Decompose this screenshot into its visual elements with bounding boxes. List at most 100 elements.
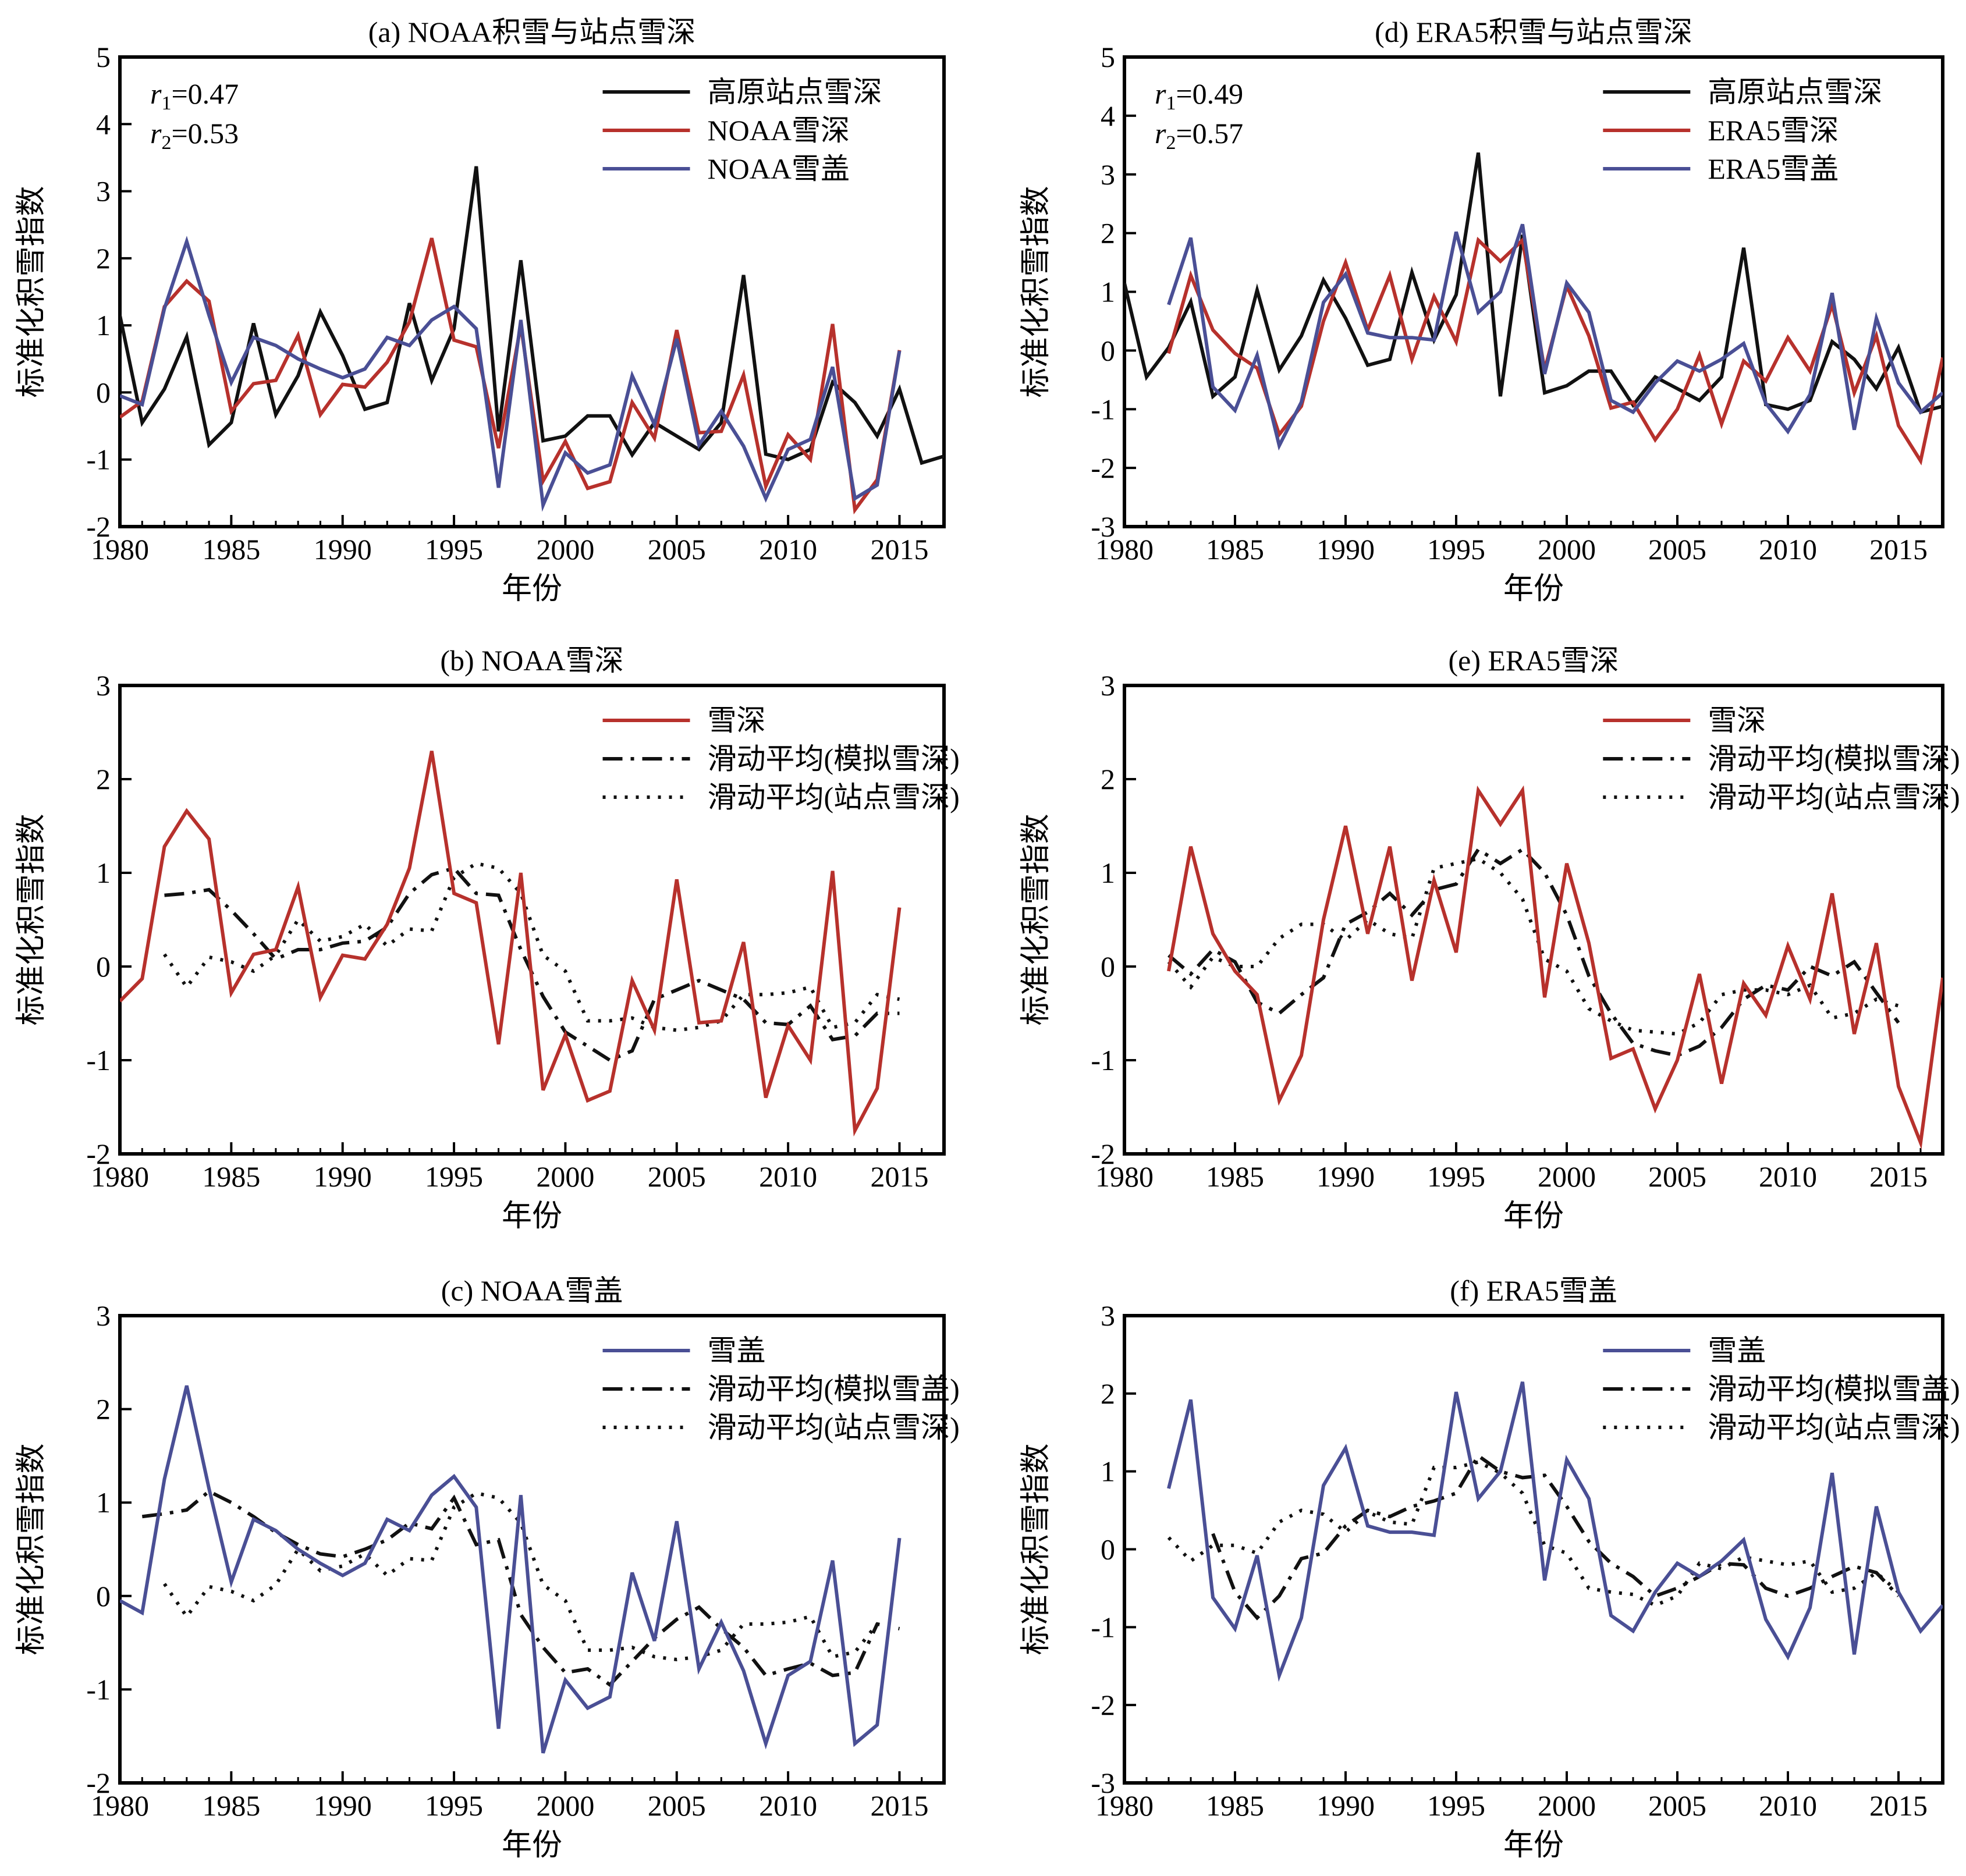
y-axis-label: 标准化积雪指数 — [1020, 813, 1053, 1025]
legend-label: 高原站点雪深 — [708, 76, 882, 108]
y-tick-label: 3 — [96, 175, 111, 208]
y-tick-label: 2 — [1101, 1377, 1115, 1410]
plot-frame — [118, 55, 946, 528]
y-tick-label: -1 — [86, 443, 111, 476]
x-tick-label: 1990 — [314, 1160, 372, 1193]
series-line-0 — [120, 751, 902, 1137]
plot-frame — [1123, 684, 1944, 1156]
series-line-0 — [1167, 1381, 1943, 1682]
panel-a: (a) NOAA积雪与站点雪深 1980 1985 1990 1995 2000 2005 2… — [15, 16, 946, 606]
x-tick-label: 1985 — [1206, 1160, 1264, 1193]
legend-label: 滑动平均(模拟雪深) — [1708, 742, 1960, 775]
y-tick-label: 1 — [96, 1486, 111, 1519]
x-tick-label: 2000 — [536, 1160, 594, 1193]
y-axis-label: 标准化积雪指数 — [15, 1443, 48, 1655]
y-tick-label: -2 — [86, 510, 111, 543]
y-tick-label: 0 — [96, 1580, 111, 1612]
y-axis-label: 标准化积雪指数 — [1020, 1443, 1053, 1655]
series-line-0 — [120, 1385, 902, 1754]
x-tick-label: 1980 — [1095, 533, 1154, 566]
x-tick-label: 2000 — [1538, 533, 1596, 566]
x-tick-label: 2000 — [536, 533, 594, 566]
x-tick-label: 2000 — [1538, 1789, 1596, 1822]
y-tick-label: -2 — [86, 1767, 111, 1799]
y-tick-label: 0 — [96, 950, 111, 983]
x-tick-label: 2000 — [1538, 1160, 1596, 1193]
legend-label: 滑动平均(站点雪深) — [708, 781, 960, 813]
x-tick-label: 1980 — [91, 533, 149, 566]
legend-label: 雪盖 — [1708, 1334, 1766, 1367]
x-axis-label: 年份 — [502, 1829, 562, 1862]
x-tick-label: 1990 — [314, 533, 372, 566]
x-tick-label: 1990 — [1316, 533, 1375, 566]
x-tick-label: 1985 — [1206, 1789, 1264, 1822]
y-tick-label: -2 — [1091, 1138, 1115, 1170]
y-tick-label: -1 — [86, 1673, 111, 1706]
legend-label: 雪盖 — [708, 1334, 766, 1367]
x-tick-label: 2015 — [870, 1789, 928, 1822]
x-tick-label: 1980 — [1095, 1160, 1154, 1193]
y-tick-label: 3 — [1101, 669, 1115, 702]
x-tick-label: 1980 — [91, 1160, 149, 1193]
y-tick-label: 4 — [96, 108, 111, 140]
legend-label: 高原站点雪深 — [1708, 76, 1882, 108]
legend-label: 滑动平均(模拟雪盖) — [708, 1373, 960, 1405]
x-tick-label: 2005 — [1648, 1160, 1706, 1193]
y-tick-label: 2 — [96, 242, 111, 275]
x-tick-label: 2010 — [1759, 1160, 1817, 1193]
chart-title: (b) NOAA雪深 — [440, 644, 623, 677]
chart-title: (f) ERA5雪盖 — [1450, 1274, 1617, 1307]
series-line-2 — [120, 236, 902, 512]
y-tick-label: -1 — [1091, 393, 1115, 425]
correlation-annotation: r1=0.49 — [1155, 77, 1243, 114]
x-tick-label: 1980 — [1095, 1789, 1154, 1822]
series-line-1 — [164, 866, 900, 1063]
y-tick-label: 2 — [1101, 217, 1115, 250]
legend-label: 滑动平均(站点雪深) — [1708, 1411, 1960, 1444]
x-tick-label: 1995 — [425, 1160, 483, 1193]
x-tick-label: 1995 — [1427, 1789, 1485, 1822]
y-tick-label: -1 — [86, 1044, 111, 1076]
x-axis-label: 年份 — [1503, 1200, 1564, 1233]
legend-label: ERA5雪盖 — [1708, 152, 1839, 185]
y-tick-label: 2 — [96, 763, 111, 795]
y-tick-label: 5 — [1101, 41, 1115, 73]
series-line-1 — [1167, 236, 1943, 466]
x-tick-label: 2005 — [648, 533, 706, 566]
x-tick-label: 1995 — [425, 533, 483, 566]
x-tick-label: 2010 — [1759, 1789, 1817, 1822]
correlation-annotation: r2=0.57 — [1155, 117, 1243, 154]
x-tick-label: 2010 — [759, 533, 817, 566]
series-line-0 — [1167, 785, 1943, 1150]
y-tick-label: 0 — [1101, 950, 1115, 983]
y-axis-label: 标准化积雪指数 — [15, 186, 48, 397]
legend-label: NOAA雪深 — [708, 114, 850, 147]
y-tick-label: 3 — [1101, 158, 1115, 191]
y-tick-label: 4 — [1101, 100, 1115, 132]
series-line-2 — [163, 861, 900, 1032]
x-tick-label: 1985 — [202, 1160, 260, 1193]
y-tick-label: 5 — [96, 41, 111, 73]
legend-label: 滑动平均(站点雪深) — [708, 1411, 960, 1444]
y-tick-label: 0 — [1101, 334, 1115, 367]
x-tick-label: 2015 — [1869, 533, 1928, 566]
x-tick-label: 1985 — [202, 1789, 260, 1822]
x-tick-label: 2010 — [1759, 533, 1817, 566]
series-line-1 — [1211, 1453, 1900, 1621]
series-line-0 — [1124, 152, 1943, 414]
y-tick-label: -2 — [86, 1138, 111, 1170]
y-tick-label: 3 — [96, 669, 111, 702]
series-line-2 — [1167, 857, 1899, 1036]
y-tick-label: 2 — [96, 1393, 111, 1426]
series-line-1 — [1167, 847, 1900, 1058]
y-axis-label: 标准化积雪指数 — [15, 813, 48, 1025]
y-tick-label: 0 — [1101, 1533, 1115, 1566]
x-tick-label: 2015 — [1869, 1160, 1928, 1193]
x-tick-label: 2005 — [1648, 1789, 1706, 1822]
series-line-2 — [1167, 1460, 1900, 1608]
x-tick-label: 1995 — [425, 1789, 483, 1822]
panel-f: (f) ERA5雪盖 1980 1985 1990 1995 2000 2005 2010 2 0… — [1020, 1274, 1960, 1862]
x-tick-label: 1990 — [1316, 1789, 1375, 1822]
chart-title: (c) NOAA雪盖 — [441, 1274, 623, 1307]
